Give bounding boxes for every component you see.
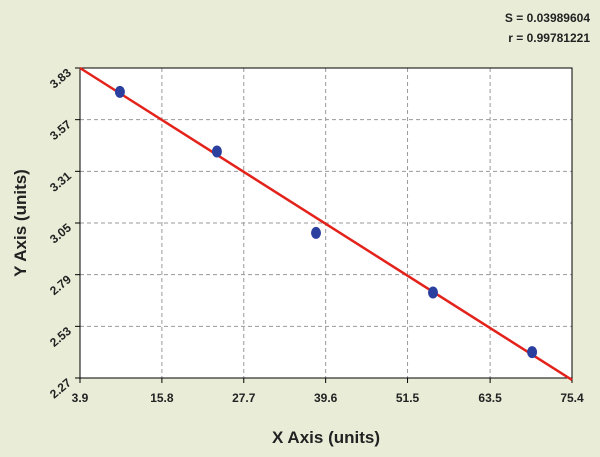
fit-line [79, 66, 573, 382]
x-tick-label: 51.5 [396, 391, 420, 405]
x-axis-label: X Axis (units) [272, 428, 380, 447]
x-tick-label: 3.9 [72, 391, 89, 405]
x-tick-label: 27.7 [232, 391, 256, 405]
point [527, 346, 538, 359]
x-tick-label: 63.5 [478, 391, 502, 405]
point [428, 286, 439, 299]
point [211, 145, 222, 158]
y-axis-label: Y Axis (units) [11, 169, 30, 277]
annotation: r = 0.99781221 [508, 31, 590, 45]
x-tick-label: 15.8 [150, 391, 174, 405]
point [114, 85, 125, 98]
x-tick-label: 75.4 [560, 391, 584, 405]
point [311, 226, 322, 239]
plot-border [79, 67, 573, 379]
x-tick-label: 39.6 [314, 391, 338, 405]
annotation: S = 0.03989604 [505, 11, 590, 25]
